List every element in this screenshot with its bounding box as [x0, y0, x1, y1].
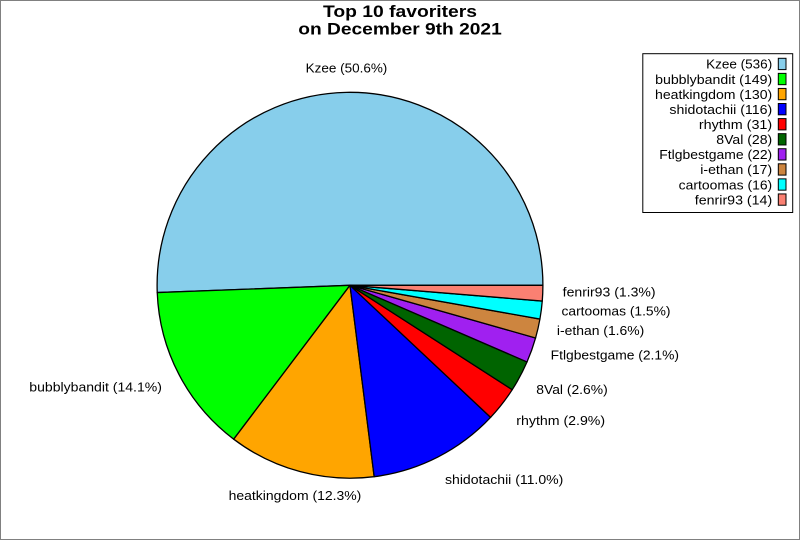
svg-text:cartoomas (16): cartoomas (16) — [679, 178, 773, 192]
svg-text:fenrir93 (1.3%): fenrir93 (1.3%) — [563, 285, 656, 299]
svg-text:shidotachii (116): shidotachii (116) — [669, 103, 772, 117]
svg-text:Ftlgbestgame (22): Ftlgbestgame (22) — [659, 148, 772, 162]
svg-text:i-ethan (17): i-ethan (17) — [700, 163, 772, 177]
svg-text:shidotachii (11.0%): shidotachii (11.0%) — [445, 473, 563, 487]
svg-text:Kzee (536): Kzee (536) — [706, 58, 772, 72]
svg-text:i-ethan (1.6%): i-ethan (1.6%) — [557, 324, 644, 338]
svg-text:rhythm (2.9%): rhythm (2.9%) — [516, 414, 605, 428]
svg-text:fenrir93 (14): fenrir93 (14) — [695, 193, 772, 207]
svg-text:Top 10 favoriters: Top 10 favoriters — [323, 3, 477, 21]
svg-text:bubblybandit (149): bubblybandit (149) — [655, 73, 772, 87]
svg-text:Ftlgbestgame (2.1%): Ftlgbestgame (2.1%) — [551, 349, 679, 363]
svg-text:bubblybandit (14.1%): bubblybandit (14.1%) — [29, 380, 162, 394]
svg-text:Kzee (50.6%): Kzee (50.6%) — [306, 62, 388, 76]
svg-text:heatkingdom (12.3%): heatkingdom (12.3%) — [229, 489, 362, 503]
svg-text:on December 9th 2021: on December 9th 2021 — [298, 21, 502, 39]
svg-text:cartoomas (1.5%): cartoomas (1.5%) — [562, 305, 671, 319]
svg-text:8Val (28): 8Val (28) — [716, 133, 772, 147]
svg-text:heatkingdom (130): heatkingdom (130) — [655, 88, 772, 102]
svg-text:rhythm (31): rhythm (31) — [699, 118, 772, 132]
svg-text:8Val (2.6%): 8Val (2.6%) — [536, 383, 607, 397]
